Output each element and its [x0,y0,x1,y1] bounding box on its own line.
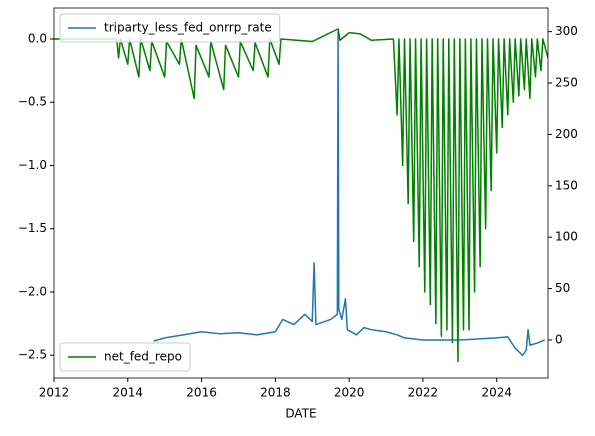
y2-tick-label: 300 [555,24,578,38]
y-tick-label: −1.5 [18,221,47,235]
x-axis-label: DATE [285,407,316,421]
y-tick-label: −1.0 [18,158,47,172]
y-tick-label: 0.0 [28,31,47,45]
y2-tick-label: 150 [555,178,578,192]
series-line [54,28,548,363]
x-tick-label: 2020 [334,386,365,400]
y-tick-label: −2.5 [18,348,47,362]
plot-frame [53,7,549,379]
x-tick-label: 2018 [260,386,291,400]
legend: net_fed_repo [59,342,191,372]
x-tick-label: 2022 [408,386,439,400]
y2-tick-label: 0 [555,332,563,346]
x-tick-label: 2012 [39,386,70,400]
legend-label: net_fed_repo [104,350,182,364]
y-tick-label: −2.0 [18,284,47,298]
legend-box [59,13,281,43]
legend-label: triparty_less_fed_onrrp_rate [104,21,272,35]
y2-tick-label: 200 [555,127,578,141]
series-line [153,30,545,357]
y-tick-label: −0.5 [18,95,47,109]
y2-tick-label: 250 [555,76,578,90]
legend-box [59,342,191,372]
x-tick-label: 2016 [186,386,217,400]
y2-tick-label: 100 [555,230,578,244]
x-tick-label: 2024 [481,386,512,400]
y2-tick-label: 50 [555,281,570,295]
x-tick-label: 2014 [113,386,144,400]
legend: triparty_less_fed_onrrp_rate [59,13,281,43]
